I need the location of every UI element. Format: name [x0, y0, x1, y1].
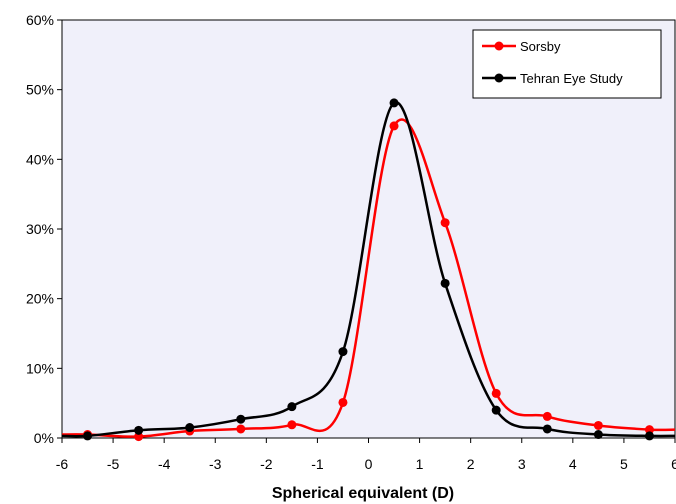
x-tick-label: 6	[671, 456, 676, 472]
data-point-sorsby	[440, 218, 450, 228]
data-point-tehran-eye-study	[185, 423, 195, 433]
x-tick-label: 4	[569, 456, 577, 472]
legend-label: Sorsby	[520, 39, 561, 54]
x-tick-label: -2	[260, 456, 273, 472]
data-point-sorsby	[338, 397, 348, 407]
x-tick-label: 3	[518, 456, 526, 472]
x-axis-title: Spherical equivalent (D)	[272, 485, 454, 502]
x-tick-label: 1	[416, 456, 424, 472]
x-tick-label: -4	[158, 456, 171, 472]
data-point-tehran-eye-study	[440, 278, 450, 288]
x-tick-label: -3	[209, 456, 222, 472]
x-tick-label: 2	[467, 456, 475, 472]
data-point-sorsby	[491, 388, 501, 398]
data-point-sorsby	[389, 121, 399, 131]
data-point-sorsby	[593, 420, 603, 430]
data-point-tehran-eye-study	[491, 405, 501, 415]
y-tick-label: 0%	[34, 430, 54, 446]
legend-label: Tehran Eye Study	[520, 71, 623, 86]
data-point-sorsby	[644, 425, 654, 435]
data-point-tehran-eye-study	[83, 431, 93, 441]
y-tick-label: 20%	[26, 291, 54, 307]
data-point-tehran-eye-study	[389, 98, 399, 108]
y-tick-label: 40%	[26, 151, 54, 167]
data-point-tehran-eye-study	[542, 424, 552, 434]
legend-box	[472, 29, 662, 99]
series-line-tehran-eye-study	[62, 101, 675, 438]
x-tick-label: 5	[620, 456, 628, 472]
legend-swatch-marker	[494, 41, 504, 51]
data-point-tehran-eye-study	[287, 402, 297, 412]
data-point-tehran-eye-study	[134, 425, 144, 435]
x-tick-label: -5	[107, 456, 120, 472]
data-point-sorsby	[542, 411, 552, 421]
data-point-sorsby	[134, 432, 144, 442]
y-tick-label: 50%	[26, 82, 54, 98]
legend-swatch-marker	[494, 73, 504, 83]
data-point-tehran-eye-study	[236, 414, 246, 424]
y-tick-label: 60%	[26, 12, 54, 28]
y-tick-label: 10%	[26, 360, 54, 376]
legend: Sorsby Tehran Eye Study	[472, 29, 662, 99]
data-point-tehran-eye-study	[593, 430, 603, 440]
data-point-tehran-eye-study	[644, 431, 654, 441]
series-line-sorsby	[62, 118, 675, 438]
x-tick-label: 0	[365, 456, 373, 472]
x-tick-label: -6	[56, 456, 69, 472]
data-point-sorsby	[236, 424, 246, 434]
y-tick-label: 30%	[26, 221, 54, 237]
data-point-tehran-eye-study	[338, 347, 348, 357]
x-tick-label: -1	[311, 456, 324, 472]
data-point-sorsby	[287, 420, 297, 430]
